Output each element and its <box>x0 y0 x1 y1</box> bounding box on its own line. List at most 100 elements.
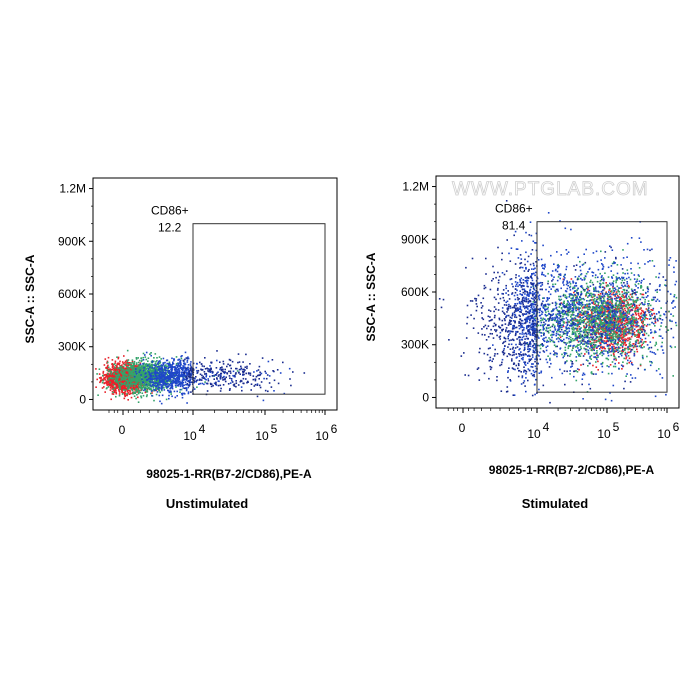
scatter-point <box>614 331 617 333</box>
scatter-point <box>586 305 588 307</box>
scatter-point <box>290 384 292 387</box>
scatter-point <box>151 371 154 373</box>
scatter-point <box>615 304 618 306</box>
scatter-point <box>163 376 165 379</box>
scatter-point <box>635 310 638 312</box>
scatter-point <box>149 366 151 368</box>
scatter-point <box>222 384 225 386</box>
scatter-point <box>606 324 609 327</box>
scatter-point <box>237 361 239 364</box>
scatter-point <box>621 300 623 302</box>
scatter-point <box>205 382 208 385</box>
scatter-point <box>628 337 631 339</box>
scatter-point <box>180 381 182 384</box>
scatter-point <box>229 359 232 362</box>
scatter-point <box>626 269 629 271</box>
scatter-point <box>147 383 150 386</box>
scatter-point <box>640 284 643 287</box>
scatter-point <box>232 370 235 373</box>
scatter-point <box>603 300 606 302</box>
scatter-point <box>122 368 125 371</box>
scatter-point <box>624 292 627 294</box>
scatter-point <box>118 384 120 386</box>
scatter-point <box>141 376 144 378</box>
scatter-point <box>164 366 166 369</box>
scatter-point <box>162 374 164 376</box>
scatter-point <box>571 338 574 340</box>
scatter-point <box>149 375 152 378</box>
scatter-point <box>638 304 641 307</box>
scatter-point <box>138 383 141 385</box>
scatter-point <box>597 360 599 363</box>
scatter-point <box>638 335 640 338</box>
scatter-point <box>146 379 148 381</box>
scatter-point <box>162 364 164 366</box>
scatter-point <box>115 384 118 387</box>
scatter-point <box>642 342 645 344</box>
scatter-point <box>168 391 171 394</box>
scatter-point <box>586 334 588 337</box>
scatter-point <box>612 286 614 288</box>
scatter-point <box>576 319 579 321</box>
scatter-point <box>604 347 606 350</box>
scatter-point <box>148 380 151 383</box>
scatter-point <box>649 360 651 363</box>
scatter-point <box>578 323 581 325</box>
scatter-point <box>111 363 114 365</box>
scatter-point <box>179 361 181 363</box>
scatter-point <box>115 387 118 389</box>
scatter-point <box>189 364 192 367</box>
scatter-point <box>600 330 602 333</box>
scatter-point <box>147 371 150 373</box>
scatter-point <box>605 310 608 313</box>
scatter-point <box>596 352 598 354</box>
scatter-point <box>122 365 125 368</box>
scatter-point <box>207 368 209 370</box>
scatter-point <box>140 360 143 363</box>
scatter-point <box>127 399 129 401</box>
scatter-point <box>120 387 122 390</box>
scatter-point <box>545 329 547 332</box>
scatter-point <box>155 382 157 384</box>
scatter-point <box>577 322 579 324</box>
scatter-point <box>106 374 109 376</box>
scatter-point <box>133 386 135 389</box>
scatter-point <box>154 369 157 371</box>
scatter-point <box>186 359 189 362</box>
scatter-point <box>165 398 168 401</box>
scatter-point <box>164 379 167 382</box>
scatter-point <box>621 319 624 322</box>
scatter-point <box>621 346 624 349</box>
scatter-point <box>229 370 232 373</box>
scatter-point <box>607 316 610 318</box>
scatter-point <box>182 359 185 362</box>
scatter-point <box>171 395 173 398</box>
scatter-point <box>587 314 589 317</box>
scatter-point <box>198 383 200 385</box>
scatter-point <box>615 350 618 352</box>
scatter-point <box>133 379 135 382</box>
scatter-point <box>162 381 165 383</box>
scatter-point <box>151 365 154 367</box>
scatter-point <box>606 340 608 342</box>
y-tick-label: 1.2M <box>59 182 86 196</box>
scatter-point <box>202 375 205 378</box>
scatter-point <box>141 367 143 370</box>
scatter-point <box>606 304 609 306</box>
scatter-point <box>124 394 126 397</box>
scatter-point <box>169 372 172 375</box>
scatter-point <box>577 316 580 318</box>
scatter-point <box>120 389 123 391</box>
scatter-point <box>210 367 212 370</box>
scatter-point <box>120 366 123 368</box>
scatter-point <box>135 357 138 359</box>
scatter-point <box>182 366 185 368</box>
scatter-point <box>145 385 147 387</box>
scatter-point <box>586 306 588 309</box>
scatter-point <box>158 378 161 381</box>
scatter-point <box>127 392 130 394</box>
scatter-point <box>656 348 659 351</box>
scatter-point <box>568 321 570 323</box>
scatter-point <box>635 326 637 328</box>
scatter-point <box>111 359 114 361</box>
